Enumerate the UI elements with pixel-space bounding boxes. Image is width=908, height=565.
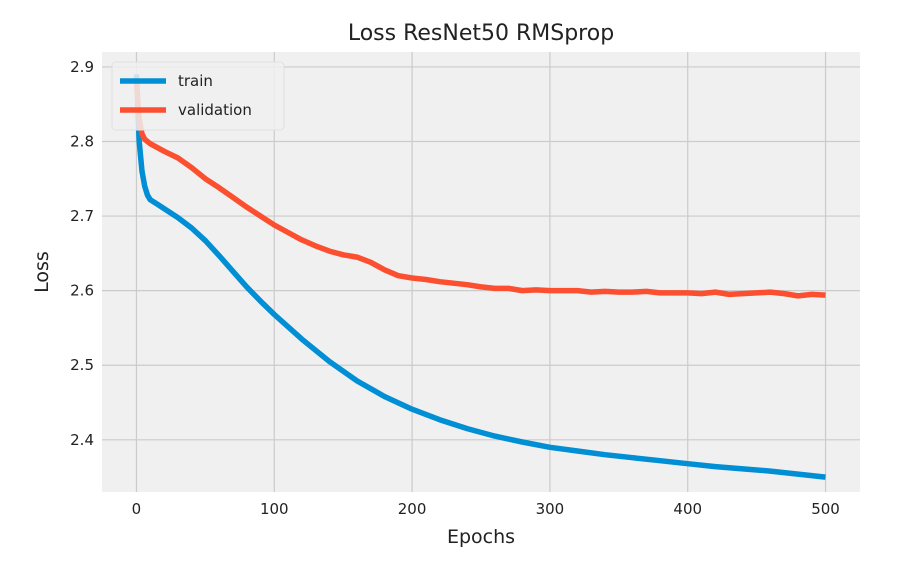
x-tick-label: 400: [673, 500, 702, 518]
x-tick-label: 500: [811, 500, 840, 518]
grid: [102, 52, 860, 492]
legend-label-train: train: [178, 72, 213, 90]
series-line-train: [133, 74, 826, 480]
legend-label-validation: validation: [178, 101, 252, 119]
y-tick-label: 2.8: [70, 132, 94, 150]
y-tick-label: 2.4: [70, 431, 94, 449]
legend: train validation: [111, 61, 285, 131]
x-axis-label: Epochs: [447, 526, 515, 548]
y-tick-label: 2.6: [70, 282, 94, 300]
x-tick-label: 300: [536, 500, 565, 518]
x-tick-label: 0: [132, 500, 142, 518]
y-axis-label: Loss: [31, 251, 53, 293]
y-tick-label: 2.9: [70, 58, 94, 76]
tick-labels: 0 100 200 300 400 500 2.4 2.5 2.6 2.7 2.8 2.9: [70, 58, 840, 518]
y-tick-label: 2.7: [70, 207, 94, 225]
x-tick-label: 100: [260, 500, 289, 518]
series-lines: [133, 74, 826, 480]
chart-title: Loss ResNet50 RMSprop: [348, 21, 614, 46]
series-line-validation: [133, 81, 826, 299]
x-tick-label: 200: [398, 500, 427, 518]
y-tick-label: 2.5: [70, 356, 94, 374]
